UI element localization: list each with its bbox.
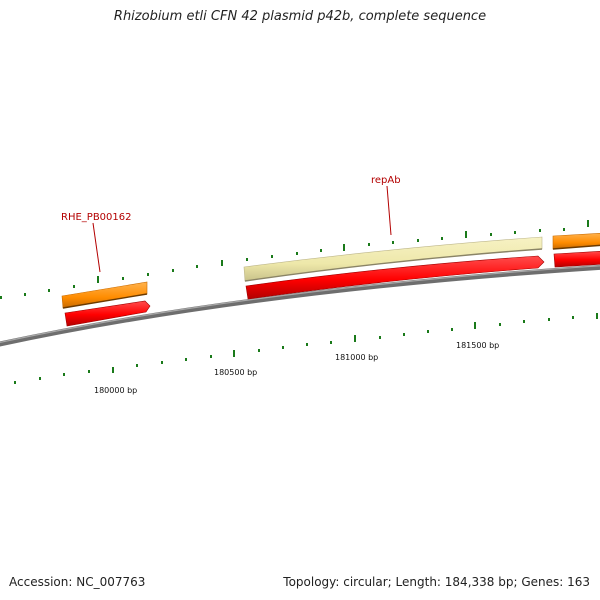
position-label: 181000 bp — [335, 353, 378, 362]
repeat-label-leader — [386, 185, 392, 236]
map-title: Rhizobium etli CFN 42 plasmid p42b, comp… — [113, 9, 487, 24]
repeat-label-repab: repAb — [371, 175, 401, 186]
gene-feature[interactable] — [552, 232, 600, 250]
gene-label-rhe-pb00162: RHE_PB00162 — [61, 212, 132, 223]
position-label: 180500 bp — [214, 368, 257, 377]
position-label: 180000 bp — [94, 386, 137, 395]
outer-tick-ring — [0, 220, 589, 299]
cds-feature[interactable] — [245, 255, 545, 300]
gene-label-leader — [92, 222, 101, 273]
accession-text: Accession: NC_007763 — [9, 575, 146, 589]
cds-feature[interactable] — [64, 300, 151, 327]
repeat-region-feature[interactable] — [243, 236, 543, 282]
topology-summary-text: Topology: circular; Length: 184,338 bp; … — [283, 575, 590, 589]
position-label: 181500 bp — [456, 341, 499, 350]
inner-tick-ring — [14, 313, 598, 384]
gene-feature[interactable] — [61, 281, 148, 309]
plasmid-backbone — [0, 264, 600, 347]
cds-feature[interactable] — [553, 250, 600, 268]
